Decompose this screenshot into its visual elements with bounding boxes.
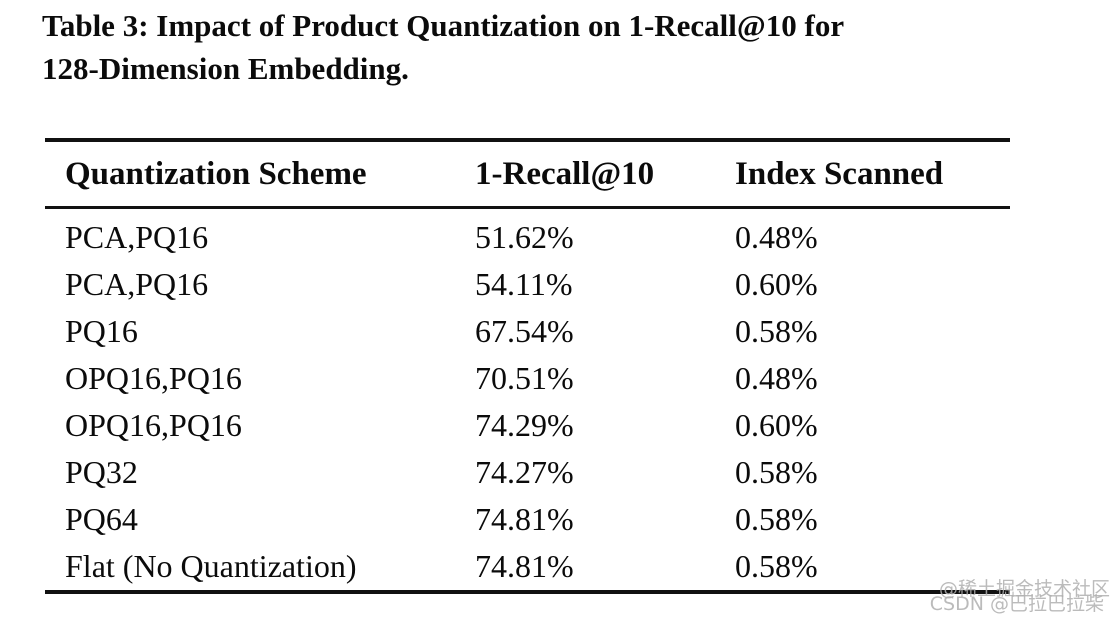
- cell-recall: 67.54%: [475, 313, 574, 349]
- cell-recall: 74.81%: [475, 548, 574, 584]
- table-caption: Table 3: Impact of Product Quantization …: [42, 4, 1052, 90]
- table-row: PQ64 74.81% 0.58%: [45, 496, 1010, 543]
- table-row: PQ32 74.27% 0.58%: [45, 449, 1010, 496]
- cell-index-scanned: 0.58%: [735, 454, 818, 490]
- cell-scheme: OPQ16,PQ16: [65, 360, 242, 396]
- table-bottom-rule: [45, 590, 1010, 594]
- table-caption-line2: 128-Dimension Embedding.: [42, 51, 409, 86]
- cell-recall: 70.51%: [475, 360, 574, 396]
- cell-recall: 51.62%: [475, 219, 574, 255]
- cell-recall: 74.81%: [475, 501, 574, 537]
- table-row: PQ16 67.54% 0.58%: [45, 308, 1010, 355]
- cell-index-scanned: 0.58%: [735, 548, 818, 584]
- table-top-rule: [45, 138, 1010, 142]
- column-header-index-scanned: Index Scanned: [735, 155, 944, 192]
- cell-index-scanned: 0.48%: [735, 360, 818, 396]
- cell-scheme: PCA,PQ16: [65, 266, 209, 302]
- cell-recall: 74.29%: [475, 407, 574, 443]
- column-header-scheme: Quantization Scheme: [65, 155, 367, 192]
- cell-scheme: PCA,PQ16: [65, 219, 209, 255]
- table-row: Flat (No Quantization) 74.81% 0.58%: [45, 543, 1010, 590]
- cell-scheme: PQ64: [65, 501, 138, 537]
- cell-recall: 54.11%: [475, 266, 573, 302]
- cell-index-scanned: 0.48%: [735, 219, 818, 255]
- table-row: PCA,PQ16 51.62% 0.48%: [45, 214, 1010, 261]
- table-header-rule: [45, 206, 1010, 209]
- table-header-row: Quantization Scheme 1-Recall@10 Index Sc…: [45, 142, 1010, 206]
- column-header-recall: 1-Recall@10: [475, 155, 655, 192]
- results-table: Quantization Scheme 1-Recall@10 Index Sc…: [45, 138, 1010, 594]
- table-row: PCA,PQ16 54.11% 0.60%: [45, 261, 1010, 308]
- cell-scheme: PQ32: [65, 454, 138, 490]
- cell-index-scanned: 0.60%: [735, 407, 818, 443]
- cell-recall: 74.27%: [475, 454, 574, 490]
- cell-index-scanned: 0.58%: [735, 313, 818, 349]
- cell-scheme: PQ16: [65, 313, 138, 349]
- cell-index-scanned: 0.58%: [735, 501, 818, 537]
- table-body: PCA,PQ16 51.62% 0.48% PCA,PQ16 54.11% 0.…: [45, 209, 1010, 590]
- cell-scheme: Flat (No Quantization): [65, 548, 357, 584]
- cell-index-scanned: 0.60%: [735, 266, 818, 302]
- table-row: OPQ16,PQ16 70.51% 0.48%: [45, 355, 1010, 402]
- table-row: OPQ16,PQ16 74.29% 0.60%: [45, 402, 1010, 449]
- table-caption-line1: Table 3: Impact of Product Quantization …: [42, 8, 845, 43]
- cell-scheme: OPQ16,PQ16: [65, 407, 242, 443]
